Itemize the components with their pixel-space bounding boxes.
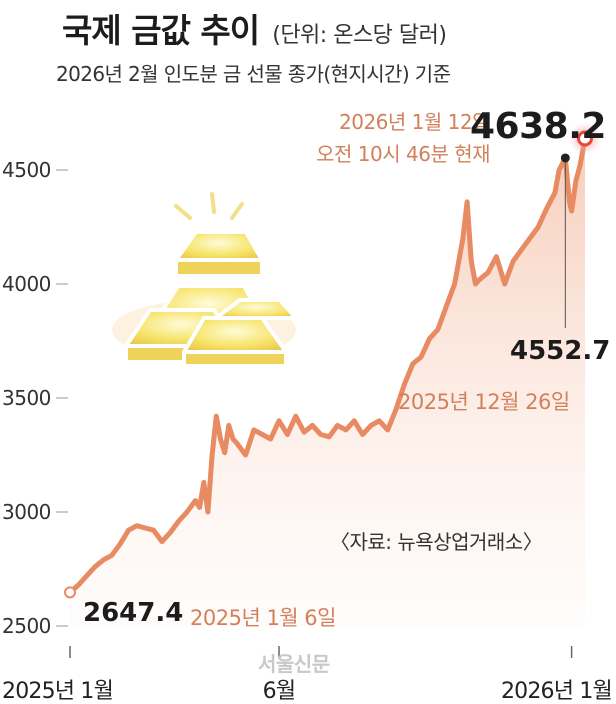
y-tick-label: 3000 bbox=[2, 500, 51, 524]
latest-marker bbox=[576, 130, 593, 147]
start-marker bbox=[64, 586, 76, 599]
dec-date: 2025년 12월 26일 bbox=[398, 390, 570, 414]
chart-title: 국제 금값 추이 bbox=[62, 11, 260, 50]
start-date: 2025년 1월 6일 bbox=[190, 606, 336, 630]
y-tick-label: 3500 bbox=[2, 386, 51, 410]
latest-value: 4638.2 bbox=[470, 106, 606, 147]
latest-label: 2026년 1월 12일 오전 10시 46분 현재 bbox=[280, 106, 490, 170]
gold-bars-icon bbox=[112, 192, 298, 368]
x-tick-label: 6월 bbox=[263, 679, 296, 704]
latest-label-time: 오전 10시 46분 현재 bbox=[316, 142, 490, 166]
price-area bbox=[70, 138, 585, 626]
start-value: 2647.4 bbox=[83, 598, 184, 628]
source-note: 〈자료: 뉴욕상업거래소〉 bbox=[330, 530, 543, 554]
y-axis: 2500 3000 3500 4000 4500 bbox=[2, 158, 68, 638]
y-tick-label: 2500 bbox=[2, 614, 51, 638]
x-axis: 2025년 1월 6월 2026년 1월 bbox=[2, 646, 613, 704]
chart-subtitle: 2026년 2월 인도분 금 선물 종가(현지시간) 기준 bbox=[56, 62, 451, 86]
x-tick-label: 2026년 1월 bbox=[501, 679, 612, 704]
latest-label-date: 2026년 1월 12일 bbox=[339, 110, 491, 134]
price-line bbox=[67, 136, 588, 595]
unit-note: (단위: 온스당 달러) bbox=[272, 23, 447, 48]
watermark: 서울신문 bbox=[258, 652, 330, 676]
dec-marker bbox=[560, 153, 570, 163]
highlight-markers bbox=[64, 122, 601, 599]
dec-value: 4552.7 bbox=[510, 336, 611, 366]
y-tick-label: 4500 bbox=[2, 158, 51, 182]
title-row: 국제 금값 추이 (단위: 온스당 달러) bbox=[62, 4, 447, 52]
x-tick-label: 2025년 1월 bbox=[2, 679, 113, 704]
y-tick-label: 4000 bbox=[2, 272, 51, 296]
